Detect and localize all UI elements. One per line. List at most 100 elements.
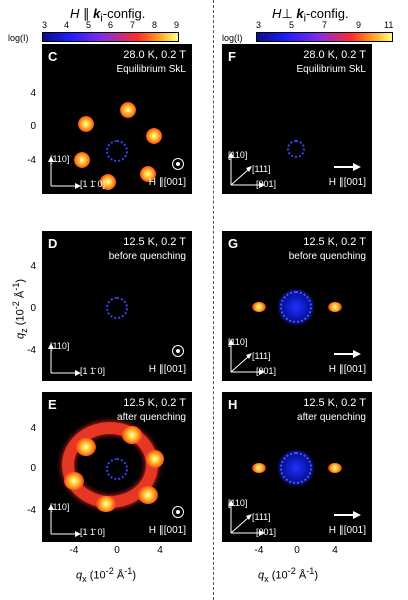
bragg-spot: [78, 116, 94, 132]
center-ring: [287, 140, 305, 158]
direction-label-b: [1 1̄ 0]: [80, 527, 106, 537]
right-colorbar: [256, 32, 393, 42]
axes-arrows-icon: [228, 500, 265, 536]
center-ring: [106, 140, 128, 162]
bragg-spot: [122, 426, 142, 444]
field-out-of-plane-icon: [172, 506, 184, 518]
x-tick: 4: [332, 545, 338, 556]
field-out-of-plane-icon: [172, 345, 184, 357]
x-tick: -4: [254, 545, 264, 556]
x-tick: 4: [157, 545, 163, 556]
panel-state: after quenching: [297, 412, 366, 423]
panel-d: D 12.5 K, 0.2 T before quenching [110] […: [42, 231, 192, 381]
direction-label-b: [111]: [252, 164, 271, 174]
axes-arrows-icon: [48, 504, 81, 537]
direction-label-b: [1 1̄ 0]: [80, 179, 106, 189]
panel-label: F: [228, 49, 236, 64]
y-tick: -4: [27, 505, 36, 516]
panel-conditions: 28.0 K, 0.2 T: [303, 49, 366, 61]
field-out-of-plane-icon: [172, 158, 184, 170]
direction-label-b: [1 1̄ 0]: [80, 366, 106, 376]
panel-state: Equilibrium SkL: [116, 64, 186, 75]
panel-state: after quenching: [117, 412, 186, 423]
axes-arrows-icon: [228, 152, 265, 188]
panel-label: C: [48, 49, 58, 64]
y-tick: 4: [30, 423, 36, 434]
direction-label-a: [110]: [50, 502, 70, 512]
panel-label: H: [228, 397, 238, 412]
axes-arrows-icon: [48, 343, 81, 376]
panel-f: F 28.0 K, 0.2 T Equilibrium SkL [110] [1…: [222, 44, 372, 194]
x-tick: 0: [294, 545, 300, 556]
center-ring: [106, 297, 128, 319]
center-ring: [280, 291, 312, 323]
bragg-spot: [120, 102, 136, 118]
bragg-spot: [76, 438, 96, 456]
direction-label-a: [110]: [228, 337, 248, 347]
panel-state: before quenching: [108, 251, 186, 262]
bragg-spot: [140, 166, 156, 182]
field-arrow-icon: [334, 163, 361, 171]
bragg-spot: [74, 152, 90, 168]
bragg-spot: [328, 463, 342, 473]
bragg-spot: [100, 174, 116, 190]
y-tick: 4: [30, 88, 36, 99]
y-tick: -4: [27, 155, 36, 166]
left-column-title: H ∥ ki-config.: [70, 6, 146, 25]
panel-state: before quenching: [288, 251, 366, 262]
field-direction: H ∥[001]: [328, 525, 366, 536]
y-tick: 0: [30, 463, 36, 474]
x-tick: 0: [114, 545, 120, 556]
field-direction: H ∥[001]: [148, 525, 186, 536]
panel-conditions: 12.5 K, 0.2 T: [303, 236, 366, 248]
y-tick: 0: [30, 121, 36, 132]
y-axis-label: qz (10-2 Å-1): [11, 278, 29, 339]
direction-label-a: [110]: [50, 154, 70, 164]
direction-label-b: [111]: [252, 512, 271, 522]
left-x-axis-label: qx (10-2 Å-1): [76, 566, 137, 584]
direction-label-a: [110]: [50, 341, 70, 351]
bragg-spot: [328, 302, 342, 312]
right-colorbar-label: log(I): [222, 33, 243, 43]
left-colorbar-label: log(I): [8, 33, 29, 43]
bragg-spot: [252, 302, 266, 312]
field-arrow-icon: [334, 511, 361, 519]
bragg-spot: [96, 496, 116, 512]
panel-c: C 28.0 K, 0.2 T Equilibrium SkL [110] [1…: [42, 44, 192, 194]
panel-label: E: [48, 397, 57, 412]
axes-arrows-icon: [228, 339, 265, 375]
bragg-spot: [252, 463, 266, 473]
direction-label-c: [001]: [256, 366, 277, 376]
bragg-spot: [64, 472, 84, 490]
center-ring: [280, 452, 312, 484]
panel-label: G: [228, 236, 239, 251]
column-divider: [213, 0, 214, 600]
panel-conditions: 12.5 K, 0.2 T: [123, 236, 186, 248]
field-direction: H ∥[001]: [328, 177, 366, 188]
direction-label-c: [001]: [256, 527, 277, 537]
y-tick: -4: [27, 345, 36, 356]
x-tick: -4: [69, 545, 79, 556]
bragg-spot: [138, 486, 158, 504]
panel-g: G 12.5 K, 0.2 T before quenching [110] […: [222, 231, 372, 381]
right-column-title: H⊥ ki-config.: [272, 6, 349, 25]
bragg-spot: [146, 128, 162, 144]
right-x-axis-label: qx (10-2 Å-1): [258, 566, 319, 584]
left-colorbar: [42, 32, 179, 42]
panel-h: H 12.5 K, 0.2 T after quenching [110] [1…: [222, 392, 372, 542]
bragg-spot: [146, 450, 164, 468]
field-direction: H ∥[001]: [148, 177, 186, 188]
y-tick: 4: [30, 261, 36, 272]
axes-arrows-icon: [48, 156, 81, 189]
field-direction: H ∥[001]: [328, 364, 366, 375]
panel-e: E 12.5 K, 0.2 T after quenching [110] [1…: [42, 392, 192, 542]
field-direction: H ∥[001]: [148, 364, 186, 375]
panel-state: Equilibrium SkL: [296, 64, 366, 75]
panel-label: D: [48, 236, 58, 251]
field-arrow-icon: [334, 350, 361, 358]
direction-label-c: [001]: [256, 179, 277, 189]
direction-label-b: [111]: [252, 351, 271, 361]
direction-label-a: [110]: [228, 150, 248, 160]
direction-label-a: [110]: [228, 498, 248, 508]
panel-conditions: 28.0 K, 0.2 T: [123, 49, 186, 61]
